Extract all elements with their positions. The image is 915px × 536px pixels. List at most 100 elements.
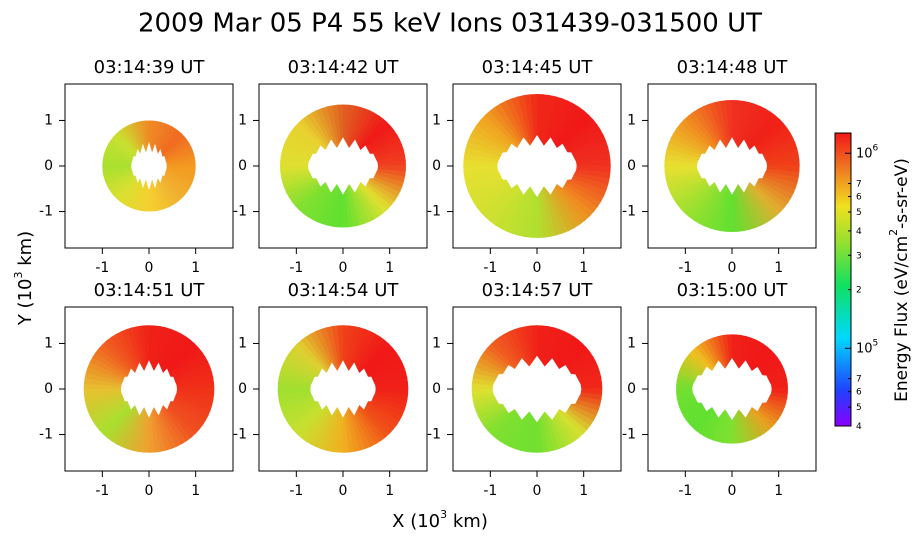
y-tick-label: 1	[44, 112, 53, 128]
heatmap-hole	[121, 360, 177, 418]
colorbar-tick-label: 2	[856, 285, 862, 295]
colorbar-tick-base: 2	[856, 285, 862, 295]
heatmap-image	[471, 325, 603, 453]
y-tick-label: 1	[432, 112, 441, 128]
colorbar	[834, 132, 852, 427]
x-tick-label: 0	[339, 260, 348, 276]
panel-title: 03:14:51 UT	[94, 280, 206, 301]
panel-title: 03:14:48 UT	[677, 57, 789, 78]
x-tick-label: -1	[678, 483, 692, 499]
heatmap-image	[277, 325, 409, 453]
heatmap-image	[664, 99, 800, 233]
heatmap-hole	[697, 137, 767, 195]
colorbar-tick-base: 5	[856, 403, 862, 413]
colorbar-tick-label: 5	[856, 403, 862, 413]
colorbar-tick-label: 3	[856, 251, 862, 261]
y-tick-label: 0	[238, 158, 247, 174]
panel: 03:14:45 UT -1 0 1 -1 0 1	[427, 57, 622, 276]
y-tick-label: 0	[44, 158, 53, 174]
y-tick-label: 1	[44, 335, 53, 351]
x-tick-label: -1	[289, 260, 303, 276]
y-tick-label: -1	[622, 427, 636, 443]
y-label-unit: km)	[15, 231, 36, 272]
panel: 03:14:39 UT -1 0 1 -1 0 1	[39, 57, 234, 276]
heatmap-image	[463, 94, 611, 238]
heatmap-hole	[308, 137, 378, 195]
x-tick-label: 1	[579, 483, 588, 499]
y-tick-label: -1	[39, 427, 53, 443]
y-tick-label: -1	[39, 204, 53, 220]
x-tick-label: 1	[385, 260, 394, 276]
colorbar-tick-base: 7	[856, 179, 862, 189]
x-tick-label: -1	[483, 483, 497, 499]
panel-title: 03:14:54 UT	[288, 280, 400, 301]
heatmap-image	[83, 325, 215, 453]
colorbar-tick-label: 6	[856, 192, 862, 202]
y-tick-label: 1	[627, 112, 636, 128]
y-tick-label: -1	[233, 427, 247, 443]
x-tick-label: -1	[678, 260, 692, 276]
y-tick-label: 0	[627, 158, 636, 174]
colorbar-tick-label: 7	[856, 374, 862, 384]
x-tick-label: 1	[191, 483, 200, 499]
x-tick-label: -1	[289, 483, 303, 499]
colorbar-tick-base: 6	[856, 387, 862, 397]
y-axis-label: Y (103 km)	[12, 231, 36, 326]
x-tick-label: 1	[774, 260, 783, 276]
x-tick-label: -1	[95, 483, 109, 499]
x-label-unit: km)	[447, 511, 488, 532]
colorbar-label-unit: -s-sr-eV)	[892, 158, 912, 229]
x-tick-label: 0	[728, 260, 737, 276]
colorbar-label-exponent: 2	[887, 229, 900, 236]
y-tick-label: 0	[44, 381, 53, 397]
colorbar-tick-base: 4	[856, 226, 862, 236]
colorbar-tick-label: 105	[856, 338, 878, 356]
y-tick-label: 1	[627, 335, 636, 351]
heatmap-image	[676, 334, 788, 444]
colorbar-tick-base: 5	[856, 207, 862, 217]
panel-title: 03:14:42 UT	[288, 57, 400, 78]
panel-title: 03:15:00 UT	[677, 280, 789, 301]
y-tick-label: -1	[233, 204, 247, 220]
y-tick-label: 1	[432, 335, 441, 351]
y-tick-label: 1	[238, 335, 247, 351]
y-label-exponent: 3	[12, 272, 25, 279]
colorbar-tick-label: 4	[856, 226, 862, 236]
colorbar-tick-base: 7	[856, 374, 862, 384]
panel: 03:14:48 UT -1 0 1 -1 0 1	[622, 57, 817, 276]
colorbar-tick-label: 7	[856, 179, 862, 189]
x-tick-label: 0	[145, 260, 154, 276]
panel: 03:14:54 UT -1 0 1 -1 0 1	[233, 280, 428, 499]
panel: 03:14:42 UT -1 0 1 -1 0 1	[233, 57, 428, 276]
colorbar-tick-base: 10	[856, 146, 873, 161]
panel-title: 03:14:39 UT	[94, 57, 206, 78]
heatmap-hole	[497, 135, 577, 197]
colorbar-tick-exponent: 6	[873, 143, 879, 153]
y-tick-label: 1	[238, 112, 247, 128]
x-tick-label: 1	[579, 260, 588, 276]
y-tick-label: 0	[432, 381, 441, 397]
heatmap-hole	[131, 141, 167, 191]
colorbar-tick-exponent: 5	[873, 338, 879, 348]
panel-title: 03:14:57 UT	[482, 280, 594, 301]
colorbar-tick-label: 5	[856, 207, 862, 217]
colorbar-label-base: Energy Flux (eV/cm	[892, 236, 912, 402]
colorbar-tick-base: 6	[856, 192, 862, 202]
figure-title: 2009 Mar 05 P4 55 keV Ions 031439-031500…	[138, 9, 762, 39]
x-axis-label: X (103 km)	[392, 508, 488, 532]
heatmap-image	[102, 120, 196, 212]
panel-title: 03:14:45 UT	[482, 57, 594, 78]
heatmap-hole	[492, 355, 582, 423]
y-tick-label: -1	[622, 204, 636, 220]
x-label-exponent: 3	[440, 508, 447, 521]
colorbar-tick-label: 4	[856, 422, 862, 432]
x-tick-label: -1	[95, 260, 109, 276]
x-tick-label: 0	[145, 483, 154, 499]
y-tick-label: -1	[427, 427, 441, 443]
x-label-base: X (10	[392, 511, 440, 532]
x-tick-label: 0	[728, 483, 737, 499]
x-tick-label: 1	[191, 260, 200, 276]
colorbar-tick-base: 4	[856, 422, 862, 432]
x-tick-label: 0	[533, 483, 542, 499]
